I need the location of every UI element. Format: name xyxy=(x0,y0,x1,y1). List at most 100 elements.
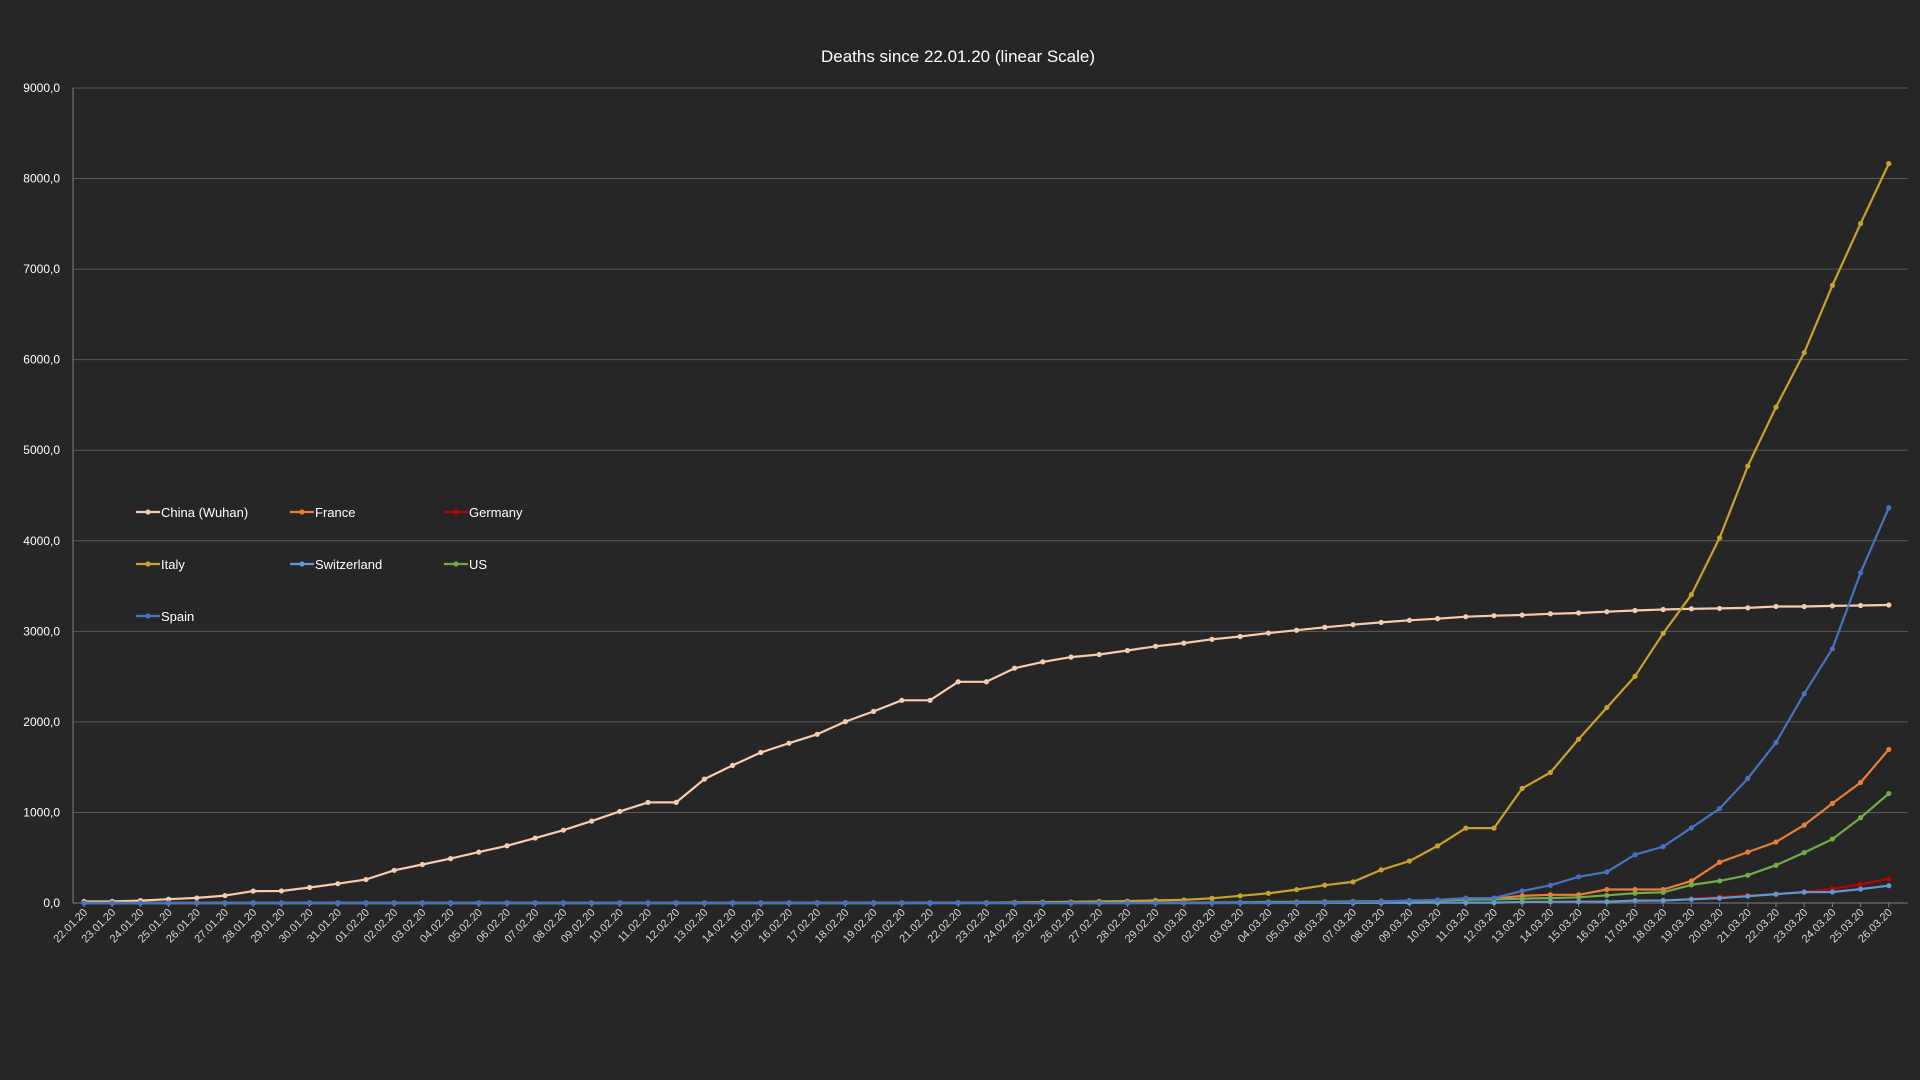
data-point xyxy=(814,900,820,906)
data-point xyxy=(1096,900,1102,906)
data-point xyxy=(1773,862,1779,868)
data-point xyxy=(645,799,651,805)
data-point xyxy=(1124,647,1130,654)
data-point xyxy=(701,900,708,906)
data-point xyxy=(1829,836,1835,842)
data-point xyxy=(335,881,341,887)
data-point xyxy=(1829,800,1835,806)
legend-swatch-marker xyxy=(299,509,305,515)
data-point xyxy=(1688,878,1694,884)
data-point xyxy=(1801,822,1807,828)
legend-label: China (Wuhan) xyxy=(161,505,248,520)
data-point xyxy=(1096,651,1102,658)
data-point xyxy=(1604,869,1610,875)
data-point xyxy=(1688,896,1694,902)
legend-item-italy[interactable]: Italy xyxy=(136,557,185,572)
data-point xyxy=(1265,900,1271,906)
data-point xyxy=(1829,646,1835,652)
data-point xyxy=(81,900,87,906)
data-point xyxy=(730,762,736,768)
data-point xyxy=(617,808,623,815)
series-lines xyxy=(81,161,1892,906)
data-point xyxy=(1124,900,1130,906)
data-point xyxy=(1350,622,1356,628)
data-point xyxy=(1406,897,1412,904)
data-point xyxy=(1858,602,1864,609)
data-point xyxy=(1801,603,1807,610)
data-point xyxy=(166,896,172,902)
data-point xyxy=(363,876,369,883)
data-point xyxy=(137,900,143,906)
data-point xyxy=(1576,899,1582,905)
data-point xyxy=(1237,900,1243,906)
data-point xyxy=(927,900,933,906)
data-point xyxy=(758,900,764,906)
data-point xyxy=(1519,612,1525,618)
legend-item-france[interactable]: France xyxy=(290,505,355,520)
data-point xyxy=(1294,627,1300,633)
data-point xyxy=(1745,463,1751,469)
legend-item-spain[interactable]: Spain xyxy=(136,609,194,624)
y-axis-tick-labels: 0,0 1000,0 2000,0 3000,0 4000,0 5000,0 6000,0 7… xyxy=(23,81,60,910)
data-point xyxy=(842,719,849,725)
data-point xyxy=(1745,872,1751,878)
data-point xyxy=(871,708,877,714)
data-point xyxy=(1265,890,1271,896)
data-point xyxy=(645,900,651,906)
legend-label: Italy xyxy=(161,557,185,572)
series-china-wuhan xyxy=(81,602,1892,905)
legend-label: Germany xyxy=(469,505,523,520)
data-point xyxy=(476,900,482,906)
data-point xyxy=(1547,611,1553,617)
data-point xyxy=(1406,858,1412,864)
legend-swatch-marker xyxy=(145,561,151,567)
data-point xyxy=(1604,609,1610,615)
legend[interactable]: China (Wuhan) France Germany Italy Switzerla… xyxy=(136,505,523,624)
data-point xyxy=(589,818,595,824)
data-point xyxy=(927,697,933,703)
legend-swatch-marker xyxy=(299,561,305,567)
series-spain xyxy=(81,505,1892,906)
data-point xyxy=(307,900,313,906)
data-point xyxy=(1632,886,1638,893)
data-point xyxy=(1604,886,1610,893)
data-point xyxy=(1858,220,1864,227)
data-point xyxy=(1153,900,1159,906)
legend-label: US xyxy=(469,557,487,572)
legend-item-us[interactable]: US xyxy=(444,557,487,572)
legend-item-china-wuhan[interactable]: China (Wuhan) xyxy=(136,505,248,520)
data-point xyxy=(222,892,228,899)
data-point xyxy=(1209,636,1215,642)
y-tick-label: 1000,0 xyxy=(23,805,60,819)
data-point xyxy=(1378,619,1384,625)
data-point xyxy=(1858,815,1864,821)
data-point xyxy=(1688,606,1694,612)
data-point xyxy=(1547,769,1553,776)
data-point xyxy=(1153,643,1159,649)
data-point xyxy=(1576,736,1582,742)
data-point xyxy=(419,861,425,868)
data-point xyxy=(1717,535,1723,541)
data-point xyxy=(983,900,990,906)
data-point xyxy=(899,900,905,906)
data-point xyxy=(109,900,115,906)
data-point xyxy=(1717,895,1723,901)
data-point xyxy=(1745,849,1751,855)
legend-swatch-marker xyxy=(145,509,151,515)
data-point xyxy=(1519,896,1525,902)
data-point xyxy=(1886,790,1892,797)
y-tick-label: 2000,0 xyxy=(23,715,60,729)
data-point xyxy=(1576,874,1582,880)
data-point xyxy=(1886,602,1892,608)
data-point xyxy=(1801,691,1807,697)
data-point xyxy=(391,900,397,906)
legend-item-switzerland[interactable]: Switzerland xyxy=(290,557,382,572)
data-point xyxy=(1068,654,1074,660)
y-tick-label: 0,0 xyxy=(43,896,60,910)
data-point xyxy=(758,749,764,756)
data-point xyxy=(1435,897,1441,903)
data-point xyxy=(1773,891,1779,897)
legend-item-germany[interactable]: Germany xyxy=(444,505,523,520)
data-point xyxy=(1858,570,1864,576)
data-point xyxy=(1632,852,1638,858)
